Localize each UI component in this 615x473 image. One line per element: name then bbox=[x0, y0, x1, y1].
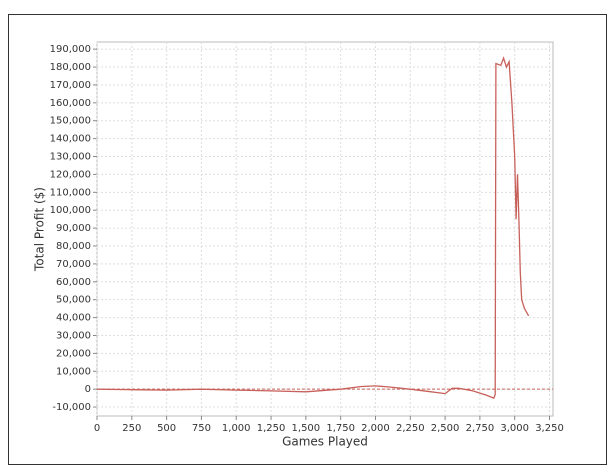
y-tick-label: 20,000 bbox=[56, 348, 91, 359]
y-tick-label: 110,000 bbox=[50, 187, 91, 198]
y-tick-label: 120,000 bbox=[50, 169, 91, 180]
y-tick-label: 170,000 bbox=[50, 80, 91, 91]
x-tick-label: 2,500 bbox=[431, 423, 460, 434]
y-tick-label: 100,000 bbox=[50, 205, 91, 216]
y-tick-label: 70,000 bbox=[56, 259, 91, 270]
x-tick-label: 2,000 bbox=[361, 423, 390, 434]
x-tick-label: 1,500 bbox=[292, 423, 321, 434]
plot-area bbox=[96, 41, 554, 417]
y-tick-label: 60,000 bbox=[56, 277, 91, 288]
x-tick-label: 1,000 bbox=[222, 423, 251, 434]
y-tick-label: -10,000 bbox=[52, 402, 91, 413]
x-tick-label: 1,750 bbox=[326, 423, 355, 434]
x-tick-label: 0 bbox=[94, 423, 100, 434]
x-tick-label: 3,250 bbox=[535, 423, 564, 434]
x-tick-label: 250 bbox=[122, 423, 141, 434]
y-tick-label: 130,000 bbox=[50, 152, 91, 163]
y-tick-label: 140,000 bbox=[50, 134, 91, 145]
y-tick-label: 180,000 bbox=[50, 62, 91, 73]
y-tick-label: 10,000 bbox=[56, 366, 91, 377]
y-tick-label: 40,000 bbox=[56, 313, 91, 324]
y-tick-label: 90,000 bbox=[56, 223, 91, 234]
y-axis-title: Total Profit ($) bbox=[33, 187, 47, 272]
y-tick-label: 190,000 bbox=[50, 44, 91, 55]
y-tick-label: 150,000 bbox=[50, 116, 91, 127]
y-tick-label: 50,000 bbox=[56, 295, 91, 306]
x-tick-label: 500 bbox=[157, 423, 176, 434]
y-tick-label: 30,000 bbox=[56, 330, 91, 341]
x-tick-label: 2,250 bbox=[396, 423, 425, 434]
y-tick-label: 80,000 bbox=[56, 241, 91, 252]
y-tick-label: 0 bbox=[85, 384, 91, 395]
x-tick-label: 3,000 bbox=[500, 423, 529, 434]
x-tick-label: 2,750 bbox=[466, 423, 495, 434]
y-tick-label: 160,000 bbox=[50, 98, 91, 109]
x-tick-label: 1,250 bbox=[257, 423, 286, 434]
x-axis-title: Games Played bbox=[282, 435, 368, 449]
x-tick-label: 750 bbox=[192, 423, 211, 434]
profit-line bbox=[96, 56, 530, 399]
